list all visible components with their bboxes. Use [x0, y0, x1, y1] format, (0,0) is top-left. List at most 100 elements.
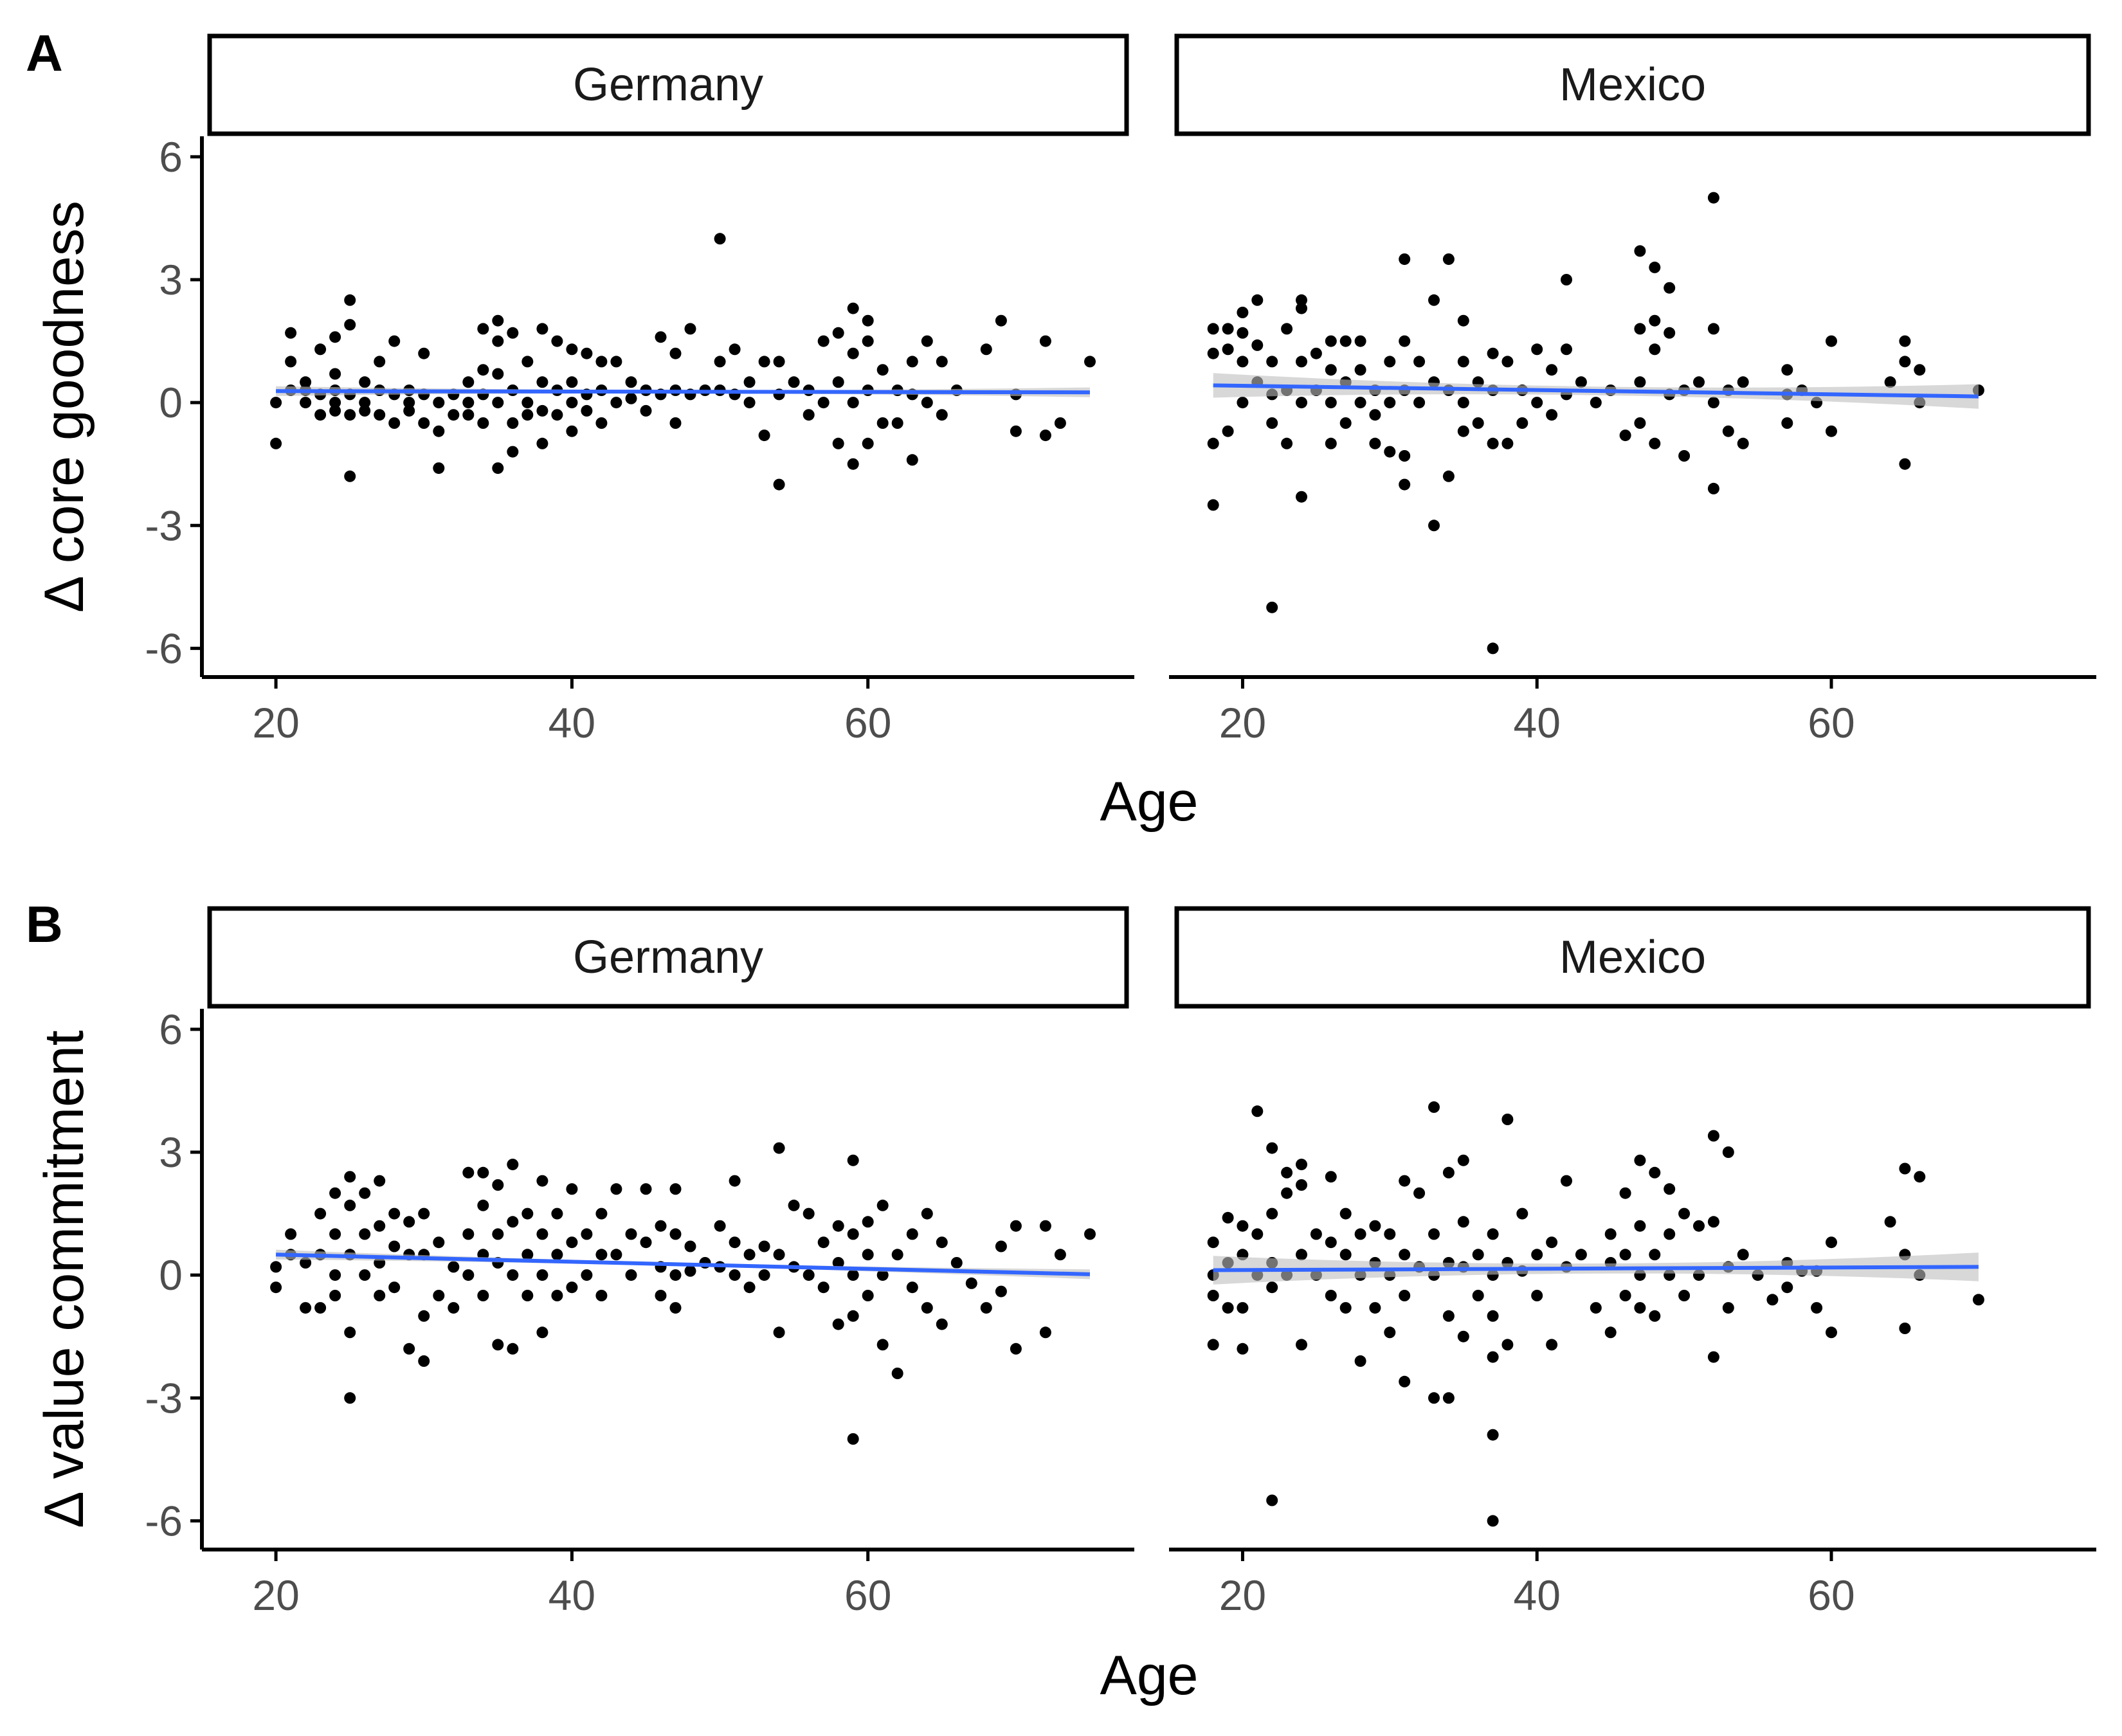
data-point — [1266, 1281, 1278, 1294]
data-point — [1399, 478, 1411, 491]
data-point — [536, 1175, 549, 1187]
data-point — [729, 1236, 741, 1249]
data-point — [655, 1290, 667, 1301]
data-point — [329, 1187, 341, 1199]
data-point — [847, 1269, 859, 1281]
data-point — [433, 425, 445, 437]
data-point — [1899, 1323, 1911, 1334]
data-point — [329, 1290, 341, 1301]
data-point — [1039, 429, 1051, 442]
data-point — [285, 1228, 297, 1240]
data-point — [566, 343, 578, 356]
data-point — [1266, 1494, 1278, 1506]
data-point — [1296, 1159, 1307, 1171]
data-point — [1884, 376, 1896, 388]
data-point — [1399, 335, 1411, 347]
data-point — [1369, 409, 1381, 421]
facet-strip — [1174, 906, 2091, 1009]
data-point — [388, 417, 401, 429]
data-point — [418, 347, 430, 359]
data-point — [1516, 417, 1528, 429]
data-point — [595, 1249, 608, 1261]
data-point — [1914, 364, 1926, 376]
data-point — [1281, 1187, 1293, 1199]
data-point — [1296, 302, 1307, 314]
data-point — [492, 462, 504, 475]
data-point — [1222, 343, 1234, 356]
data-point — [1413, 1187, 1426, 1199]
data-point — [1634, 323, 1646, 335]
x-axis-title: Age — [1100, 1645, 1198, 1706]
trend-line — [276, 1252, 1091, 1276]
data-point — [521, 1207, 534, 1220]
data-point — [359, 376, 371, 388]
data-point — [1237, 1220, 1249, 1232]
data-point — [448, 1302, 460, 1314]
data-point — [1084, 356, 1096, 368]
data-point — [832, 1318, 844, 1330]
data-point — [773, 1249, 785, 1261]
data-point — [906, 1281, 918, 1294]
data-point — [1899, 335, 1911, 347]
data-point — [817, 397, 830, 409]
data-point — [1664, 282, 1676, 294]
data-point — [1811, 1302, 1823, 1314]
data-point — [595, 1207, 608, 1220]
data-point — [536, 404, 549, 417]
data-point — [847, 1154, 859, 1166]
data-point — [507, 1269, 519, 1281]
data-point — [462, 376, 475, 388]
data-point — [1472, 1249, 1484, 1261]
x-tick-label: 60 — [844, 699, 891, 746]
x-tick-label: 20 — [1219, 699, 1266, 746]
data-point — [1457, 1154, 1469, 1166]
data-point — [803, 1207, 815, 1220]
data-point — [1354, 1355, 1366, 1367]
data-point — [862, 335, 874, 347]
data-point — [344, 319, 356, 331]
data-point — [625, 392, 637, 404]
y-tick-label: 6 — [159, 1006, 183, 1053]
data-point — [1707, 1216, 1719, 1228]
data-point — [1251, 339, 1264, 351]
data-point — [847, 1228, 859, 1240]
data-point — [507, 327, 519, 339]
data-point — [1649, 1166, 1661, 1179]
data-point — [847, 397, 859, 409]
facet-strip — [207, 906, 1129, 1009]
data-point — [832, 376, 844, 388]
data-point — [1339, 1249, 1352, 1261]
data-point — [1546, 1236, 1558, 1249]
data-point — [595, 1290, 608, 1301]
x-tick-label: 40 — [549, 1571, 595, 1619]
data-point — [1266, 356, 1278, 368]
data-point — [669, 347, 682, 359]
data-point — [862, 1249, 874, 1261]
data-point — [936, 356, 948, 368]
data-point — [1678, 450, 1691, 462]
data-point — [1722, 425, 1734, 437]
data-point — [492, 1228, 504, 1240]
data-point — [1664, 1228, 1676, 1240]
data-point — [1442, 253, 1455, 266]
data-point — [832, 1220, 844, 1232]
data-point — [980, 1302, 992, 1314]
data-point — [803, 409, 815, 421]
data-point — [551, 1249, 563, 1261]
data-point — [1442, 1392, 1455, 1404]
data-point — [1399, 450, 1411, 462]
data-point — [1251, 1105, 1264, 1117]
data-point — [625, 376, 637, 388]
data-point — [1561, 274, 1572, 285]
data-point — [1010, 1220, 1022, 1232]
data-point — [1296, 1249, 1307, 1261]
data-point — [1442, 470, 1455, 482]
data-point — [1899, 1162, 1911, 1175]
data-point — [1722, 1146, 1734, 1158]
data-point — [1649, 261, 1661, 273]
data-point — [1054, 1249, 1066, 1261]
data-point — [536, 376, 549, 388]
data-point — [462, 1269, 475, 1281]
data-point — [1826, 425, 1837, 437]
